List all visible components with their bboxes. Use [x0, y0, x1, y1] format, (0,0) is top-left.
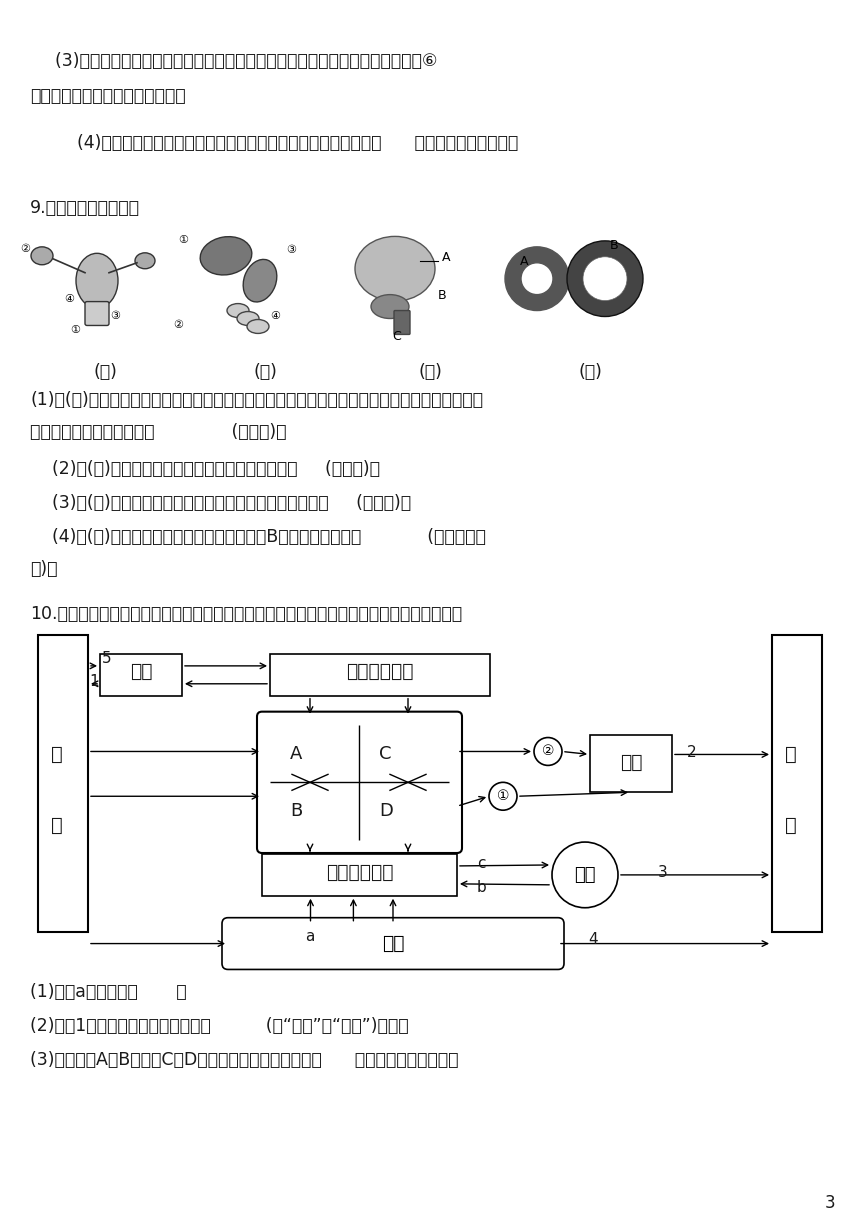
Text: c: c [477, 856, 486, 871]
Text: (二): (二) [253, 364, 277, 382]
Text: ②: ② [173, 321, 183, 331]
Text: ③: ③ [286, 244, 296, 255]
Text: 外: 外 [785, 744, 796, 764]
Ellipse shape [31, 247, 53, 265]
Text: (三): (三) [418, 364, 442, 382]
Text: (四): (四) [578, 364, 602, 382]
Text: b: b [477, 880, 487, 895]
Text: A: A [520, 255, 529, 268]
Text: 外: 外 [51, 744, 63, 764]
Ellipse shape [76, 253, 118, 308]
Text: A: A [442, 250, 451, 264]
Ellipse shape [135, 253, 155, 269]
Text: 10.如图为人体呼吸系统、消化系统、循环系统和泌尿系统的生理活动示意图，请据图回答：: 10.如图为人体呼吸系统、消化系统、循环系统和泌尿系统的生理活动示意图，请据图回… [30, 606, 462, 623]
Ellipse shape [243, 259, 277, 302]
Circle shape [534, 738, 562, 765]
Text: 肺泡: 肺泡 [130, 662, 152, 681]
Ellipse shape [237, 311, 259, 326]
Text: ②: ② [542, 744, 554, 759]
Text: 细胞: 细胞 [574, 866, 596, 884]
Text: 界: 界 [51, 816, 63, 835]
Text: ①: ① [497, 789, 509, 804]
Text: 9.据图回答下列问题：: 9.据图回答下列问题： [30, 199, 140, 218]
Bar [262, 854, 457, 896]
FancyBboxPatch shape [394, 310, 410, 334]
Text: 5: 5 [102, 651, 112, 666]
Text: (3)图中心腔A与B之间、C与D之间防止血液倒流的结构是      。若从手臂静脉注射药: (3)图中心腔A与B之间、C与D之间防止血液倒流的结构是 。若从手臂静脉注射药 [30, 1051, 458, 1069]
Circle shape [567, 241, 643, 316]
Ellipse shape [200, 237, 252, 275]
Text: 张开，保持鼓膜内外的气压平衡。: 张开，保持鼓膜内外的气压平衡。 [30, 86, 186, 105]
Bar [270, 654, 490, 696]
Text: 肺部毛细血管: 肺部毛细血管 [347, 662, 414, 681]
Text: C: C [379, 744, 391, 762]
Text: 4: 4 [588, 931, 598, 946]
Text: 肾脏: 肾脏 [620, 753, 642, 771]
Ellipse shape [227, 304, 249, 317]
Bar [590, 734, 672, 793]
Text: B: B [438, 288, 446, 302]
Text: 分娩依次经过图中的结构是              (填代号)。: 分娩依次经过图中的结构是 (填代号)。 [30, 423, 286, 441]
Bar [100, 654, 182, 696]
Bar [38, 635, 88, 931]
Text: (4)图(四)是人体中两种主要血管横切面图。B血管的结构特点是            (答对两点即: (4)图(四)是人体中两种主要血管横切面图。B血管的结构特点是 (答对两点即 [30, 528, 486, 546]
Text: ④: ④ [64, 293, 74, 304]
Text: B: B [290, 803, 302, 821]
Text: 3: 3 [825, 1194, 835, 1212]
Text: (1)图中a生理过程叫       。: (1)图中a生理过程叫 。 [30, 984, 187, 1002]
Text: (一): (一) [93, 364, 117, 382]
Text: ③: ③ [110, 310, 120, 321]
Circle shape [489, 782, 517, 810]
Circle shape [552, 841, 618, 907]
Text: a: a [305, 929, 315, 944]
Circle shape [583, 257, 627, 300]
Text: ②: ② [20, 244, 30, 254]
Text: C: C [392, 331, 401, 343]
Text: 界: 界 [785, 816, 796, 835]
Ellipse shape [247, 320, 269, 333]
Text: 2: 2 [687, 744, 697, 760]
Text: ①: ① [70, 326, 80, 336]
Text: 组织毛细血管: 组织毛细血管 [326, 863, 393, 882]
Text: 可)。: 可)。 [30, 561, 58, 579]
Text: (3)乘坐飞机时，乘务员往往要求乘客在飞机降落中咊唔食物，其目的是为了使⑥: (3)乘坐飞机时，乘务员往往要求乘客在飞机降落中咊唔食物，其目的是为了使⑥ [55, 52, 465, 69]
Text: 小肠: 小肠 [382, 934, 404, 953]
Text: ①: ① [178, 235, 188, 244]
Text: (2)图(二)中既能分泌消化液又能分泌激素的器官是     (填代号)。: (2)图(二)中既能分泌消化液又能分泌激素的器官是 (填代号)。 [30, 460, 380, 478]
Text: D: D [379, 803, 393, 821]
Text: (4)跳水运动员参加比赛时，动作协调、姿态优美。这与图中数字      所示结构的调节有关。: (4)跳水运动员参加比赛时，动作协调、姿态优美。这与图中数字 所示结构的调节有关… [55, 135, 519, 152]
Text: (1)图(一)为人体排卵、受精和胚泡发育示意图。请指出分泌卵细胞、受精卵的形成、胚泡发育、: (1)图(一)为人体排卵、受精和胚泡发育示意图。请指出分泌卵细胞、受精卵的形成、… [30, 392, 483, 409]
Ellipse shape [355, 236, 435, 302]
Text: (2)图中1生理过程进行时，膌肌处于          (填“收缩”或“舒张”)状态。: (2)图中1生理过程进行时，膌肌处于 (填“收缩”或“舒张”)状态。 [30, 1018, 408, 1035]
Text: A: A [290, 744, 303, 762]
Text: B: B [610, 238, 618, 252]
FancyBboxPatch shape [257, 711, 462, 852]
Text: ④: ④ [270, 310, 280, 321]
Text: 3: 3 [658, 865, 667, 880]
Ellipse shape [371, 294, 409, 319]
FancyBboxPatch shape [85, 302, 109, 326]
Bar [772, 635, 822, 931]
Text: 1: 1 [89, 674, 99, 688]
FancyBboxPatch shape [222, 918, 564, 969]
Text: (3)图(三)中植物人的神经系统可能没有受到捯伤的部位是     (填代号)。: (3)图(三)中植物人的神经系统可能没有受到捯伤的部位是 (填代号)。 [30, 494, 411, 512]
